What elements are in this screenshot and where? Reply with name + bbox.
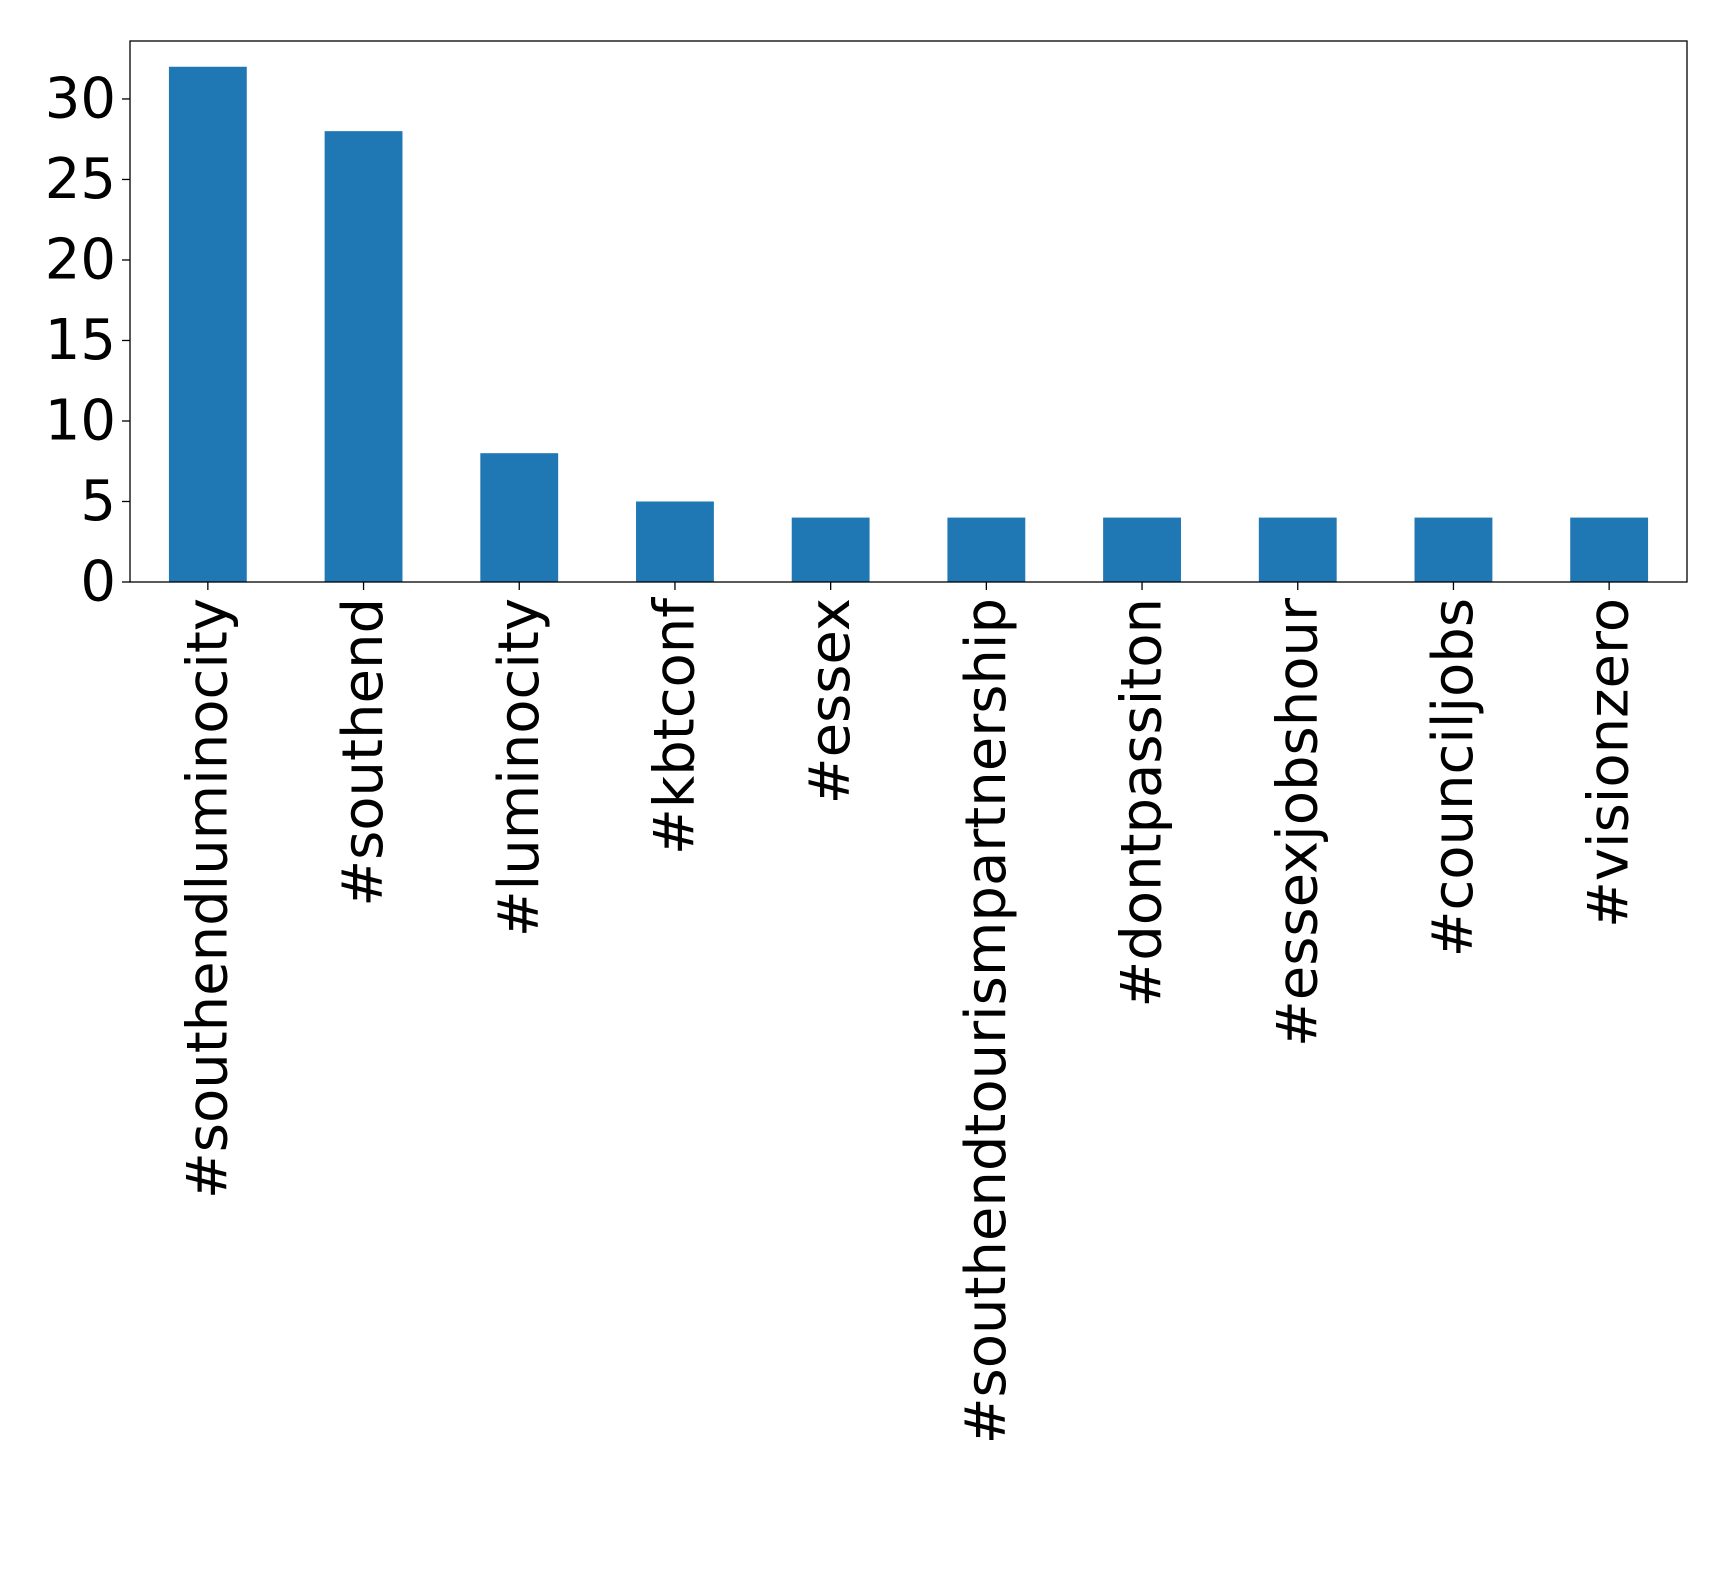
bar bbox=[791, 517, 870, 582]
y-tick-label: 30 bbox=[45, 66, 116, 131]
bar bbox=[636, 501, 714, 582]
bar bbox=[324, 131, 403, 582]
y-tick-label: 15 bbox=[45, 308, 116, 373]
x-tick-label: #visionzero bbox=[1577, 598, 1642, 928]
x-tick-label: #southend bbox=[331, 598, 396, 907]
y-tick-label: 0 bbox=[80, 550, 116, 615]
bar bbox=[480, 453, 559, 582]
bar bbox=[1414, 517, 1493, 582]
bars-layer bbox=[168, 66, 1649, 582]
x-tick-label: #essexjobshour bbox=[1265, 597, 1330, 1047]
y-tick-label: 10 bbox=[45, 388, 116, 453]
bar bbox=[1103, 517, 1181, 582]
y-axis: 0 5 10 15 20 25 30 bbox=[45, 66, 130, 615]
x-tick-label: #southendluminocity bbox=[175, 598, 240, 1199]
bar bbox=[947, 517, 1026, 582]
plot-frame bbox=[129, 40, 1688, 583]
x-tick-label: #southendtourismpartnership bbox=[954, 598, 1019, 1444]
y-tick-label: 20 bbox=[45, 227, 116, 292]
x-tick-label: #dontpassiton bbox=[1110, 598, 1175, 1008]
bar bbox=[168, 66, 247, 582]
bar bbox=[1258, 517, 1337, 582]
x-tick-label: #kbtconf bbox=[642, 597, 707, 855]
y-tick-label: 25 bbox=[45, 147, 116, 212]
x-tick-label: #essex bbox=[798, 598, 863, 804]
bar bbox=[1570, 517, 1649, 582]
x-tick-label: #luminocity bbox=[487, 598, 552, 937]
y-tick-label: 5 bbox=[80, 469, 116, 534]
x-tick-label: #counciljobs bbox=[1421, 598, 1486, 957]
x-axis: #southendluminocity #southend #luminocity #… bbox=[175, 582, 1642, 1444]
